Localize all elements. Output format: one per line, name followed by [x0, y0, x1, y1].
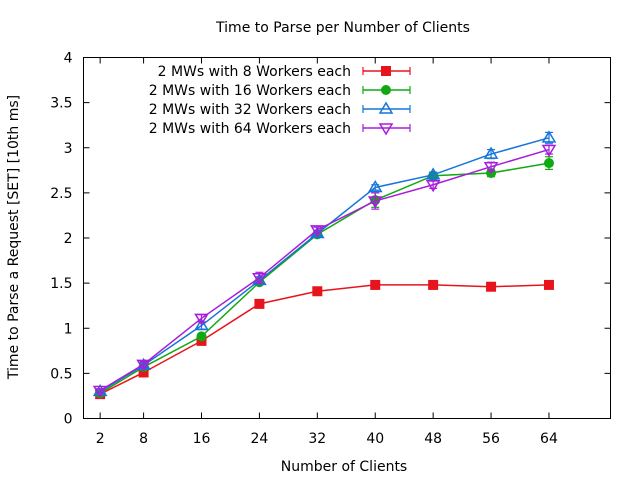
- y-axis-title: Time to Parse a Request [SET] [10th ms]: [6, 95, 22, 380]
- data-point: [425, 180, 441, 193]
- y-axis-ticks: 0 0.5 1 1.5 2 2.5 3 3.5 4: [50, 51, 611, 428]
- data-point: [254, 298, 265, 309]
- data-point: [543, 279, 554, 290]
- data-point: [378, 123, 394, 136]
- data-point: [370, 279, 381, 290]
- data-point: [138, 367, 149, 378]
- legend-label: 2 MWs with 64 Workers each: [149, 121, 351, 137]
- legend-label: 2 MWs with 32 Workers each: [149, 102, 351, 118]
- x-tick-label: 24: [250, 431, 268, 447]
- data-point: [367, 180, 383, 193]
- x-tick-label: 8: [139, 431, 148, 447]
- chart-title: Time to Parse per Number of Clients: [215, 20, 470, 36]
- data-point: [483, 161, 499, 175]
- data-point: [378, 101, 394, 114]
- x-tick-label: 64: [540, 431, 558, 447]
- legend-item: 2 MWs with 64 Workers each: [149, 121, 411, 137]
- data-point: [92, 385, 108, 398]
- y-tick-label: 2.5: [50, 186, 72, 202]
- data-point: [309, 225, 325, 238]
- x-axis-ticks: 2 8 16 24 32 40 48 56 64: [96, 57, 558, 447]
- legend-item: 2 MWs with 32 Workers each: [149, 101, 411, 118]
- data-point: [136, 359, 151, 372]
- y-tick-label: 0: [64, 412, 73, 428]
- data-point: [428, 279, 439, 290]
- legend-label: 2 MWs with 8 Workers each: [158, 64, 351, 80]
- data-point: [194, 313, 209, 326]
- legend: 2 MWs with 8 Workers each 2 MWs with 16 W…: [149, 64, 411, 137]
- data-point: [541, 144, 557, 158]
- data-point: [312, 286, 323, 297]
- legend-label: 2 MWs with 16 Workers each: [149, 83, 351, 99]
- legend-item: 2 MWs with 16 Workers each: [149, 83, 411, 99]
- data-point: [486, 281, 497, 292]
- x-tick-label: 48: [424, 431, 442, 447]
- data-point: [541, 130, 557, 143]
- y-tick-label: 1.5: [50, 276, 72, 292]
- plot-frame: [83, 57, 611, 419]
- x-tick-label: 2: [96, 431, 105, 447]
- data-point: [196, 331, 207, 342]
- data-point: [252, 272, 267, 286]
- legend-item: 2 MWs with 8 Workers each: [158, 64, 411, 80]
- x-tick-label: 56: [482, 431, 500, 447]
- y-tick-label: 1: [64, 321, 73, 337]
- data-point: [483, 146, 499, 159]
- x-tick-label: 16: [193, 431, 211, 447]
- data-point: [425, 167, 441, 180]
- y-tick-label: 3: [64, 141, 73, 157]
- data-point: [194, 318, 209, 331]
- data-point: [367, 196, 383, 209]
- series-triangle-down: [92, 144, 557, 398]
- y-tick-label: 3.5: [50, 96, 72, 112]
- series-layer: [92, 130, 557, 400]
- y-tick-label: 2: [64, 231, 73, 247]
- data-point: [543, 158, 554, 169]
- x-axis-title: Number of Clients: [281, 459, 407, 475]
- y-tick-label: 0.5: [50, 366, 72, 382]
- data-point: [381, 66, 391, 76]
- y-tick-label: 4: [64, 51, 73, 67]
- x-tick-label: 40: [366, 431, 384, 447]
- x-tick-label: 32: [308, 431, 326, 447]
- data-point: [381, 85, 391, 95]
